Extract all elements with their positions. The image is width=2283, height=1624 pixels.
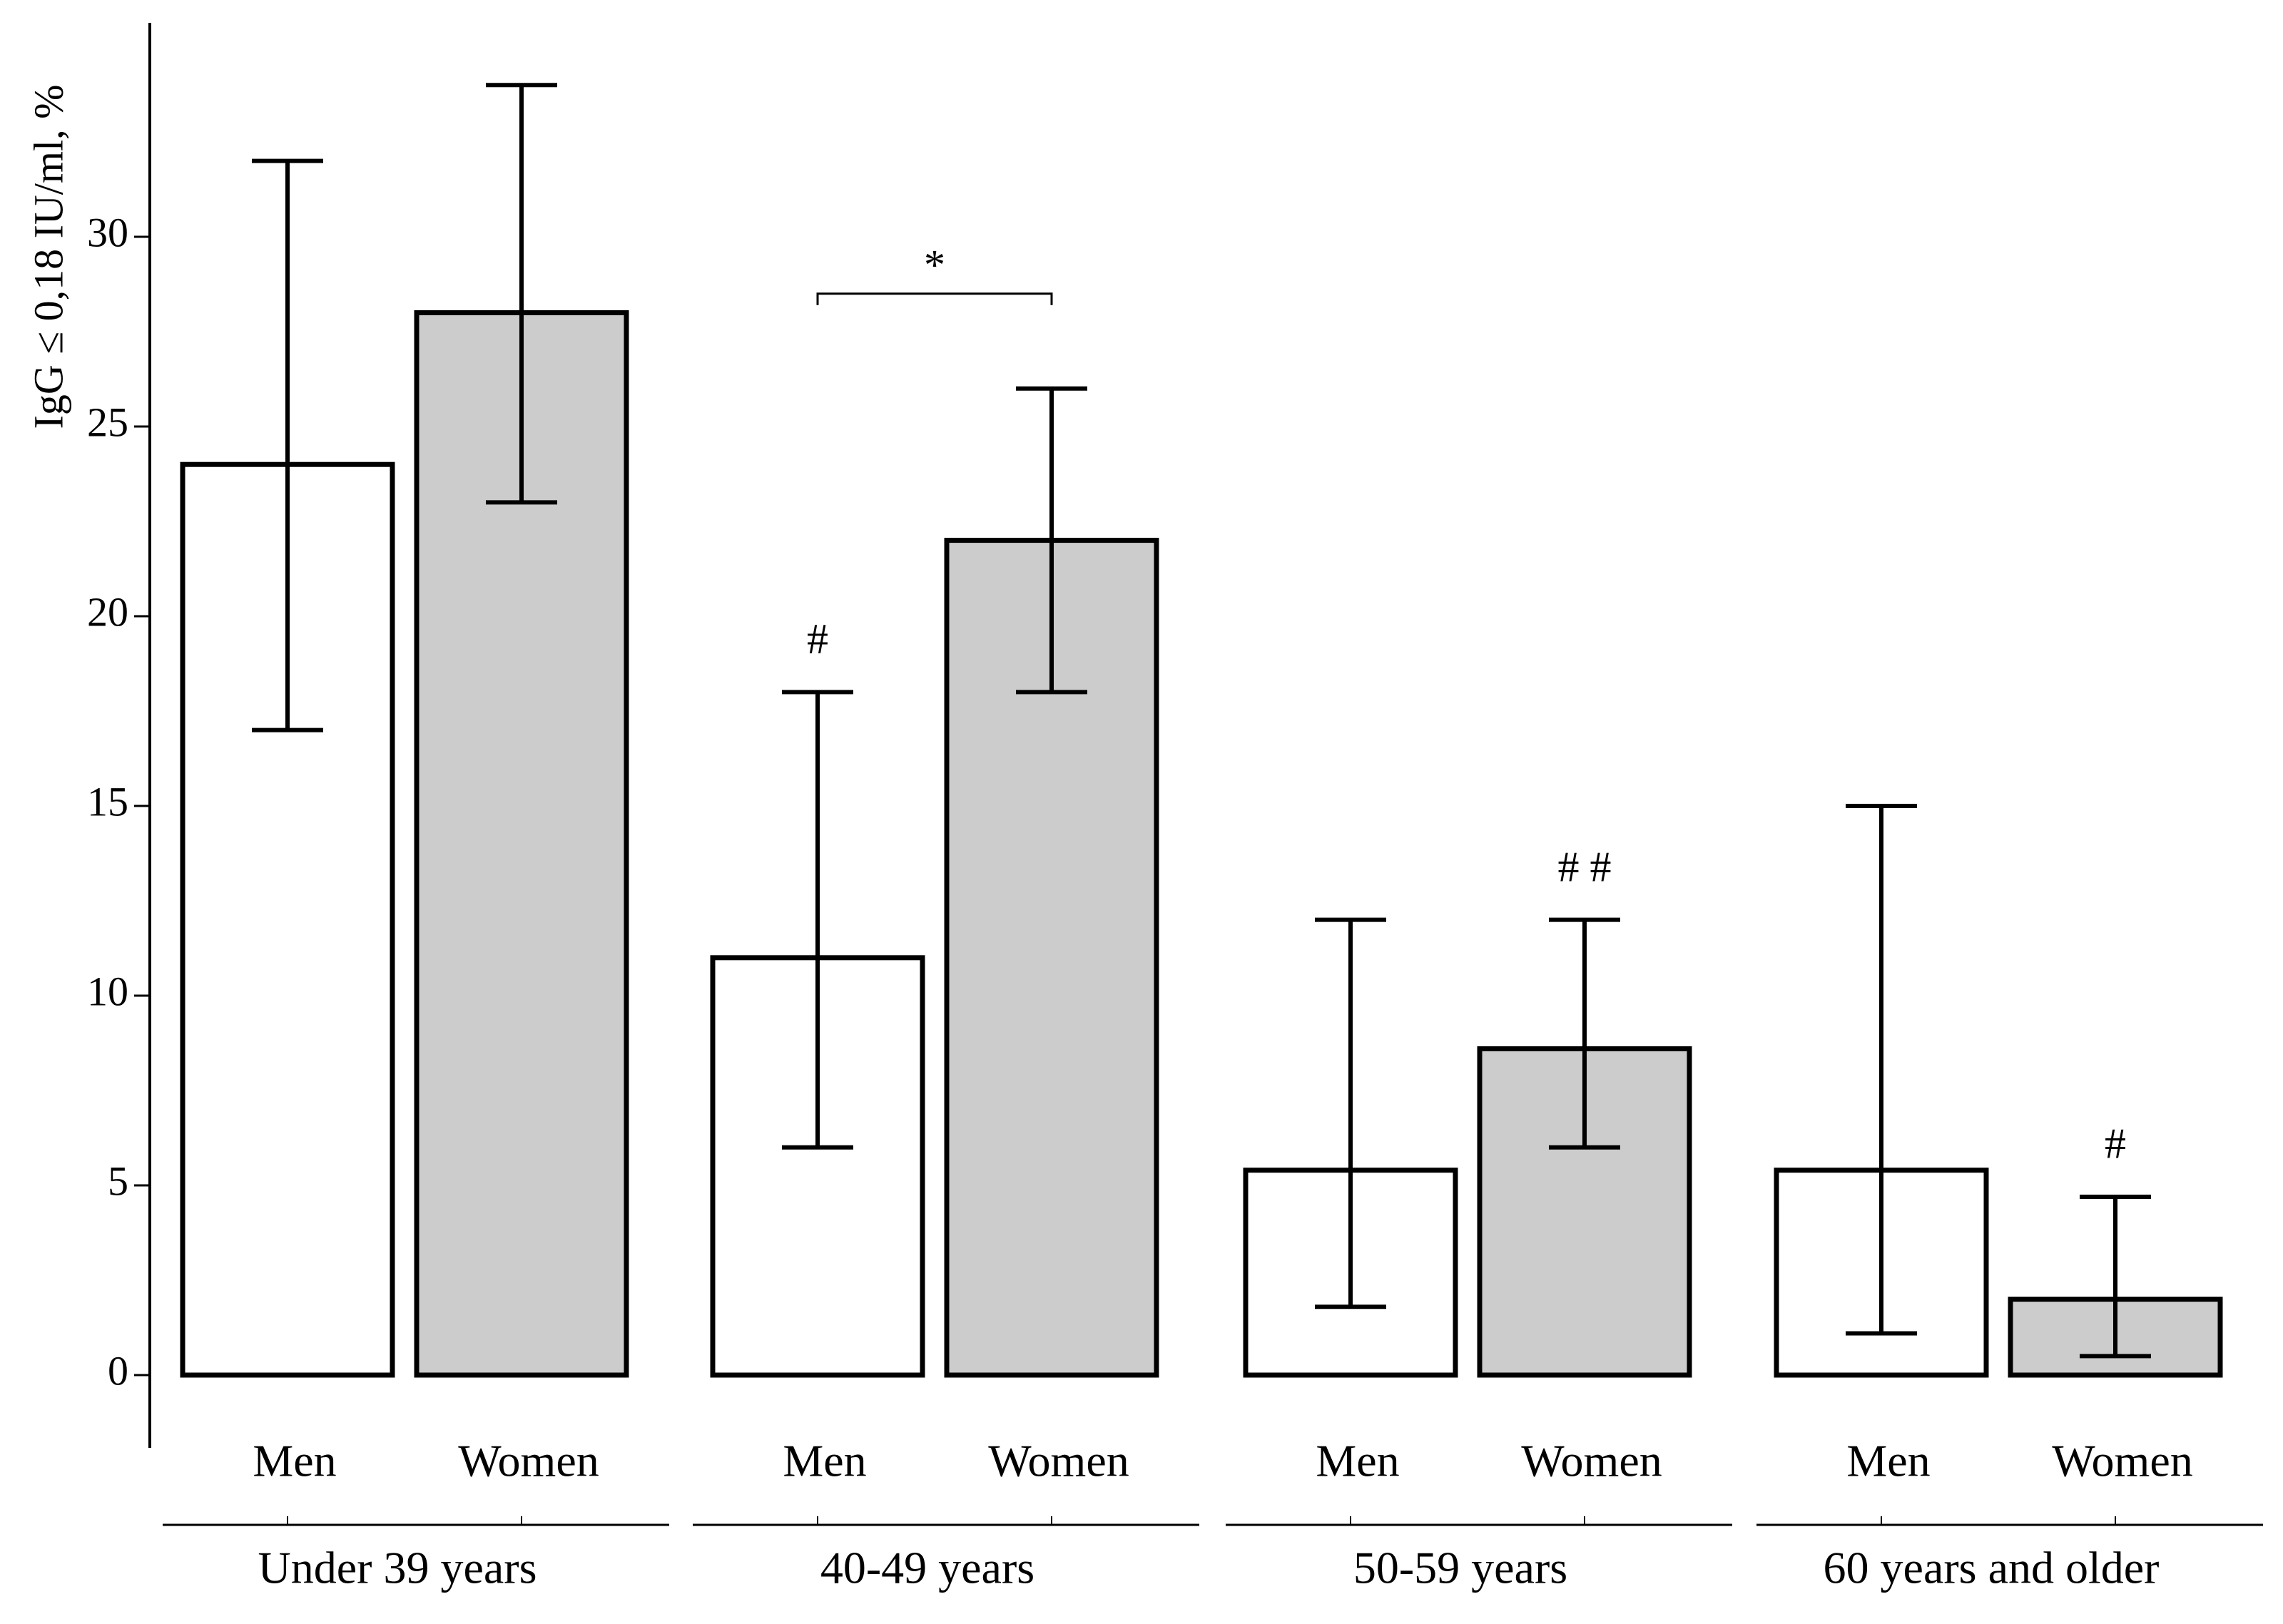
y-axis: 0 5 10 15 20 25 30 xyxy=(87,23,151,1448)
y-tick-label: 20 xyxy=(87,588,128,635)
category-label-women: Women xyxy=(458,1436,599,1486)
y-tick-label: 30 xyxy=(87,209,128,255)
y-tick-label: 15 xyxy=(87,778,128,824)
y-tick-label: 5 xyxy=(108,1158,128,1204)
y-tick-label: 0 xyxy=(108,1347,128,1394)
category-label-women: Women xyxy=(2052,1436,2192,1486)
category-label-men: Men xyxy=(1316,1436,1399,1486)
significance-marker: # xyxy=(807,616,828,663)
category-label-men: Men xyxy=(1846,1436,1930,1486)
y-axis-title: IgG ≤ 0,18 IU/ml, % xyxy=(25,85,71,429)
group-label: 50-59 years xyxy=(1353,1543,1567,1593)
x-axis: Men Women Under 39 years Men Women 40-49 year… xyxy=(163,1436,2263,1593)
significance-marker: # xyxy=(2105,1120,2126,1168)
category-label-women: Women xyxy=(988,1436,1129,1486)
significance-bracket xyxy=(816,292,1053,305)
bar-women xyxy=(944,538,1159,1378)
annotations: # # # # * xyxy=(807,242,2126,1168)
y-tick-label: 10 xyxy=(87,968,128,1014)
significance-marker: # # xyxy=(1558,843,1612,890)
y-tick-label: 25 xyxy=(87,399,128,445)
group-label: 60 years and older xyxy=(1824,1543,2160,1593)
category-label-men: Men xyxy=(253,1436,336,1486)
group-label: Under 39 years xyxy=(258,1543,537,1593)
bars xyxy=(180,310,2223,1378)
group-label: 40-49 years xyxy=(820,1543,1034,1593)
error-bars xyxy=(252,83,2151,1359)
significance-star: * xyxy=(924,242,945,289)
category-label-men: Men xyxy=(783,1436,866,1486)
category-label-women: Women xyxy=(1521,1436,1662,1486)
